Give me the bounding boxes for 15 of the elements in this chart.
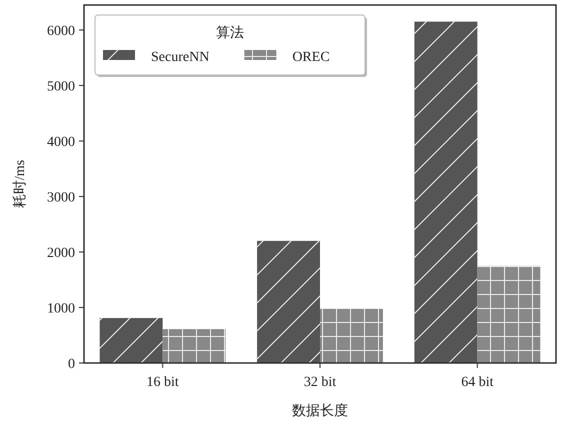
- legend-label: OREC: [292, 50, 330, 65]
- x-axis-title: 数据长度: [292, 403, 348, 419]
- y-axis-title: 耗时/ms: [12, 160, 28, 208]
- y-tick-label: 4000: [47, 134, 75, 150]
- legend-title: 算法: [216, 25, 244, 41]
- y-tick-label: 0: [68, 357, 75, 372]
- y-tick-label: 6000: [47, 24, 75, 39]
- x-tick-label: 64 bit: [461, 375, 494, 390]
- x-tick-label: 16 bit: [146, 375, 179, 390]
- x-tick-label: 32 bit: [304, 375, 336, 390]
- y-tick-label: 3000: [47, 190, 75, 206]
- legend-label: SecureNN: [151, 50, 210, 65]
- y-tick-label: 2000: [47, 246, 75, 261]
- y-tick-label: 1000: [47, 301, 75, 316]
- y-tick-label: 5000: [47, 79, 75, 94]
